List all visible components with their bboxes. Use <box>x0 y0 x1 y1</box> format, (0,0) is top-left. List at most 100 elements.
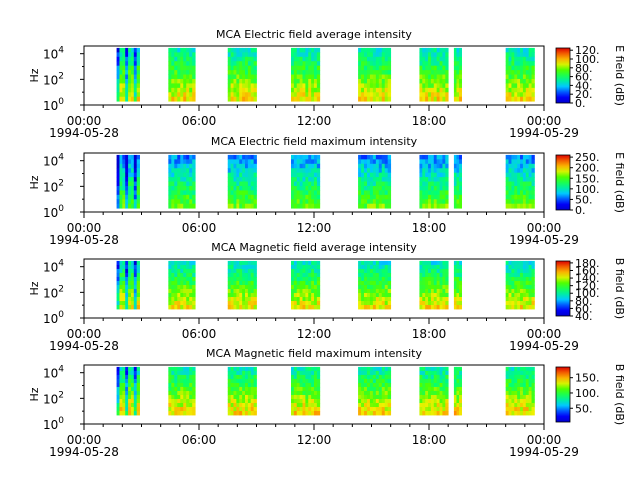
colorbar-tick-label: 100. <box>575 387 600 400</box>
x-date-label: 1994-05-28 <box>49 126 119 140</box>
x-tick-label: 00:00 <box>527 114 562 128</box>
panel-title: MCA Magnetic field average intensity <box>211 241 417 254</box>
data-segment <box>419 260 449 310</box>
x-tick-label: 06:00 <box>182 221 217 235</box>
panel-title: MCA Electric field maximum intensity <box>211 135 418 148</box>
data-segment <box>168 366 196 416</box>
x-tick-label: 00:00 <box>67 327 102 341</box>
data-segment <box>505 260 535 310</box>
x-tick-label: 12:00 <box>297 327 332 341</box>
colorbar-tick-label: 0. <box>575 204 586 217</box>
x-date-label: 1994-05-29 <box>509 233 579 247</box>
colorbar-tick-label: 180. <box>575 257 600 270</box>
y-tick-label: 102 <box>43 178 64 194</box>
y-tick-label: 102 <box>43 71 64 87</box>
colorbar-tick-label: 140. <box>575 272 600 285</box>
colorbar-tick-label: 150. <box>575 372 600 385</box>
x-tick-label: 00:00 <box>67 221 102 235</box>
data-segment <box>116 366 140 416</box>
data-segment <box>419 154 449 209</box>
colorbar-tick-label: 100. <box>575 53 600 66</box>
colorbar-tick-label: 120. <box>575 280 600 293</box>
panel-3: MCA Magnetic field average intensityHz10… <box>28 241 626 353</box>
x-tick-label: 18:00 <box>412 114 447 128</box>
x-date-label: 1994-05-29 <box>509 126 579 140</box>
data-segment <box>358 154 392 209</box>
data-segment <box>116 260 140 310</box>
y-axis-label: Hz <box>28 281 41 295</box>
colorbar-tick-label: 100. <box>575 287 600 300</box>
panel-title: MCA Electric field average intensity <box>216 28 412 41</box>
data-segment <box>227 154 257 209</box>
colorbar-tick-label: 50. <box>575 193 593 206</box>
colorbar-tick-label: 120. <box>575 44 600 57</box>
colorbar-tick-label: 160. <box>575 264 600 277</box>
x-tick-label: 12:00 <box>297 221 332 235</box>
data-segment <box>116 47 140 102</box>
data-segment <box>358 47 392 102</box>
colorbar <box>555 47 571 104</box>
panel-title: MCA Magnetic field maximum intensity <box>206 347 422 360</box>
data-segment <box>291 260 321 310</box>
colorbar <box>555 260 571 317</box>
colorbar-tick-label: 20. <box>575 88 593 101</box>
y-tick-label: 104 <box>43 259 64 275</box>
colorbar-tick-label: 40. <box>575 79 593 92</box>
data-segment <box>419 366 449 416</box>
colorbar-tick-label: 0. <box>575 97 586 110</box>
data-segment <box>291 154 321 209</box>
data-segment <box>358 366 392 416</box>
colorbar-tick-label: 40. <box>575 310 593 323</box>
data-segment <box>453 154 462 209</box>
x-date-label: 1994-05-28 <box>49 445 119 459</box>
x-tick-label: 06:00 <box>182 327 217 341</box>
data-segment <box>227 260 257 310</box>
data-segment <box>358 260 392 310</box>
x-date-label: 1994-05-28 <box>49 339 119 353</box>
x-tick-label: 00:00 <box>527 221 562 235</box>
data-segment <box>453 47 462 102</box>
colorbar-label: B field (dB) <box>613 258 626 319</box>
y-tick-label: 104 <box>43 46 64 62</box>
x-tick-label: 06:00 <box>182 433 217 447</box>
colorbar-tick-label: 200. <box>575 162 600 175</box>
colorbar-label: B field (dB) <box>613 364 626 425</box>
y-axis-label: Hz <box>28 387 41 401</box>
data-segment <box>168 260 196 310</box>
data-segment <box>291 47 321 102</box>
x-date-label: 1994-05-29 <box>509 445 579 459</box>
data-segment <box>505 47 535 102</box>
y-tick-label: 100 <box>43 310 64 326</box>
x-tick-label: 18:00 <box>412 433 447 447</box>
y-tick-label: 100 <box>43 204 64 220</box>
x-tick-label: 00:00 <box>527 327 562 341</box>
colorbar-label: E field (dB) <box>613 45 626 106</box>
colorbar-tick-label: 80. <box>575 295 593 308</box>
colorbar-tick-label: 150. <box>575 172 600 185</box>
colorbar-label: E field (dB) <box>613 152 626 213</box>
panel-4: MCA Magnetic field maximum intensityHz10… <box>28 347 626 459</box>
data-segment <box>453 366 462 416</box>
data-segment <box>168 154 196 209</box>
data-segment <box>419 47 449 102</box>
y-axis-label: Hz <box>28 68 41 82</box>
data-segment <box>505 366 535 416</box>
x-tick-label: 18:00 <box>412 327 447 341</box>
y-tick-label: 100 <box>43 416 64 432</box>
x-date-label: 1994-05-29 <box>509 339 579 353</box>
x-date-label: 1994-05-28 <box>49 233 119 247</box>
data-segment <box>227 47 257 102</box>
y-tick-label: 104 <box>43 153 64 169</box>
data-segment <box>291 366 321 416</box>
y-tick-label: 104 <box>43 365 64 381</box>
y-tick-label: 100 <box>43 97 64 113</box>
colorbar-tick-label: 60. <box>575 302 593 315</box>
x-tick-label: 18:00 <box>412 221 447 235</box>
colorbar-tick-label: 60. <box>575 71 593 84</box>
data-segment <box>453 260 462 310</box>
data-segment <box>168 47 196 102</box>
x-tick-label: 12:00 <box>297 433 332 447</box>
x-tick-label: 00:00 <box>67 114 102 128</box>
data-segment <box>116 154 140 209</box>
